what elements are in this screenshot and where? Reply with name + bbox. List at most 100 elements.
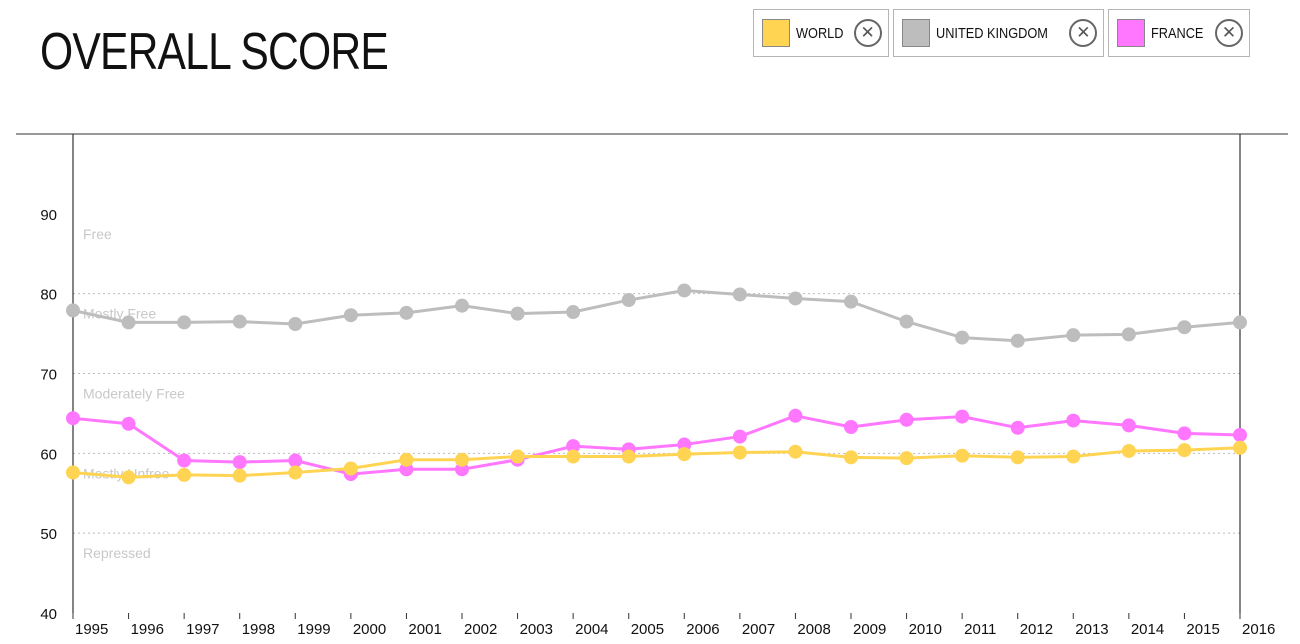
legend-item-france[interactable]: FRANCE ✕ bbox=[1108, 9, 1250, 57]
y-tick-label: 60 bbox=[40, 446, 57, 463]
data-point-france bbox=[955, 409, 970, 424]
data-point-world bbox=[955, 448, 970, 463]
data-point-france bbox=[844, 419, 858, 434]
data-point-united-kingdom bbox=[232, 314, 247, 329]
x-tick-label: 2002 bbox=[464, 621, 497, 638]
x-tick-label: 2000 bbox=[353, 621, 386, 638]
legend-label-united-kingdom: UNITED KINGDOM bbox=[935, 24, 1048, 42]
legend-label-france: FRANCE bbox=[1151, 24, 1204, 42]
data-point-france bbox=[1010, 420, 1025, 435]
x-tick-label: 2011 bbox=[964, 621, 996, 638]
series-line-world bbox=[72, 446, 1241, 479]
x-tick-label: 2006 bbox=[686, 621, 719, 638]
x-tick-label: 1995 bbox=[75, 621, 108, 638]
legend-item-united-kingdom[interactable]: UNITED KINGDOM ✕ bbox=[892, 9, 1105, 57]
data-point-world bbox=[844, 450, 858, 465]
y-tick-label: 70 bbox=[40, 367, 57, 384]
data-point-france bbox=[566, 439, 581, 454]
data-point-world bbox=[232, 468, 247, 483]
data-point-world bbox=[899, 451, 914, 466]
data-point-world bbox=[621, 449, 636, 464]
data-point-united-kingdom bbox=[288, 317, 303, 332]
y-tick-label: 40 bbox=[40, 606, 57, 623]
legend-item-world[interactable]: WORLD ✕ bbox=[752, 9, 889, 57]
legend-swatch-world bbox=[761, 19, 790, 47]
data-point-united-kingdom bbox=[177, 315, 192, 330]
data-point-united-kingdom bbox=[1177, 320, 1192, 335]
data-point-france bbox=[121, 416, 136, 431]
x-tick-label: 2001 bbox=[408, 621, 441, 638]
data-point-united-kingdom bbox=[1233, 315, 1247, 330]
data-point-world bbox=[1233, 440, 1247, 455]
data-point-united-kingdom bbox=[1121, 327, 1136, 342]
data-point-united-kingdom bbox=[455, 298, 469, 313]
data-point-united-kingdom bbox=[399, 305, 414, 320]
data-point-united-kingdom bbox=[844, 294, 858, 309]
data-point-united-kingdom bbox=[955, 330, 970, 345]
data-point-france bbox=[66, 411, 80, 426]
x-tick-label: 1998 bbox=[242, 621, 275, 638]
data-point-united-kingdom bbox=[510, 306, 525, 321]
y-tick-label: 80 bbox=[40, 287, 57, 304]
data-point-united-kingdom bbox=[899, 314, 914, 329]
data-point-france bbox=[677, 437, 692, 452]
data-point-france bbox=[732, 429, 747, 444]
x-tick-label: 2014 bbox=[1131, 621, 1164, 638]
x-tick-label: 1997 bbox=[186, 621, 219, 638]
x-tick-label: 2007 bbox=[742, 621, 775, 638]
data-point-united-kingdom bbox=[1066, 328, 1081, 343]
page-title: OVERALL SCORE bbox=[40, 23, 389, 81]
close-circle-icon[interactable]: ✕ bbox=[1215, 19, 1243, 47]
data-point-world bbox=[177, 467, 192, 482]
data-point-united-kingdom bbox=[788, 291, 803, 306]
x-tick-label: 2005 bbox=[631, 621, 664, 638]
data-point-france bbox=[1121, 418, 1136, 433]
close-circle-icon[interactable]: ✕ bbox=[853, 19, 882, 47]
data-point-france bbox=[1066, 413, 1081, 428]
data-point-france bbox=[1177, 426, 1192, 441]
data-point-united-kingdom bbox=[343, 308, 358, 323]
data-point-france bbox=[177, 453, 192, 468]
data-point-united-kingdom bbox=[621, 293, 636, 308]
data-point-france bbox=[232, 455, 247, 470]
data-point-united-kingdom bbox=[566, 305, 581, 320]
data-point-world bbox=[399, 452, 414, 467]
legend-swatch-france bbox=[1117, 19, 1146, 47]
data-point-world bbox=[343, 461, 358, 476]
x-tick-label: 2008 bbox=[797, 621, 830, 638]
x-tick-label: 1999 bbox=[297, 621, 330, 638]
legend-label-world: WORLD bbox=[795, 24, 844, 42]
data-point-world bbox=[1177, 443, 1192, 458]
x-tick-label: 2015 bbox=[1186, 621, 1219, 638]
y-tick-label: 90 bbox=[40, 207, 57, 224]
data-point-world bbox=[1010, 450, 1025, 465]
x-tick-label: 2003 bbox=[520, 621, 553, 638]
data-point-world bbox=[1121, 443, 1136, 458]
data-point-united-kingdom bbox=[1010, 333, 1025, 348]
x-tick-label: 2009 bbox=[853, 621, 886, 638]
data-point-world bbox=[66, 465, 80, 480]
y-tick-label: 50 bbox=[40, 526, 57, 543]
zone-label: Moderately Free bbox=[83, 386, 185, 402]
data-point-france bbox=[899, 412, 914, 427]
data-point-world bbox=[788, 444, 803, 459]
close-circle-icon[interactable]: ✕ bbox=[1069, 19, 1098, 47]
x-tick-label: 1996 bbox=[131, 621, 164, 638]
x-tick-label: 2016 bbox=[1242, 621, 1275, 638]
zone-label: Free bbox=[83, 226, 112, 242]
data-point-united-kingdom bbox=[121, 315, 136, 330]
zone-label: Repressed bbox=[83, 545, 151, 561]
x-tick-label: 2010 bbox=[909, 621, 942, 638]
data-point-france bbox=[1233, 427, 1247, 442]
x-tick-label: 2013 bbox=[1075, 621, 1108, 638]
data-point-france bbox=[399, 462, 414, 477]
series-line-united-kingdom bbox=[72, 288, 1241, 343]
data-point-world bbox=[1066, 449, 1081, 464]
data-point-france bbox=[455, 462, 469, 477]
data-point-united-kingdom bbox=[732, 287, 747, 302]
data-point-united-kingdom bbox=[677, 283, 692, 298]
data-point-world bbox=[455, 452, 469, 467]
data-point-world bbox=[121, 470, 136, 485]
data-point-united-kingdom bbox=[66, 303, 80, 318]
